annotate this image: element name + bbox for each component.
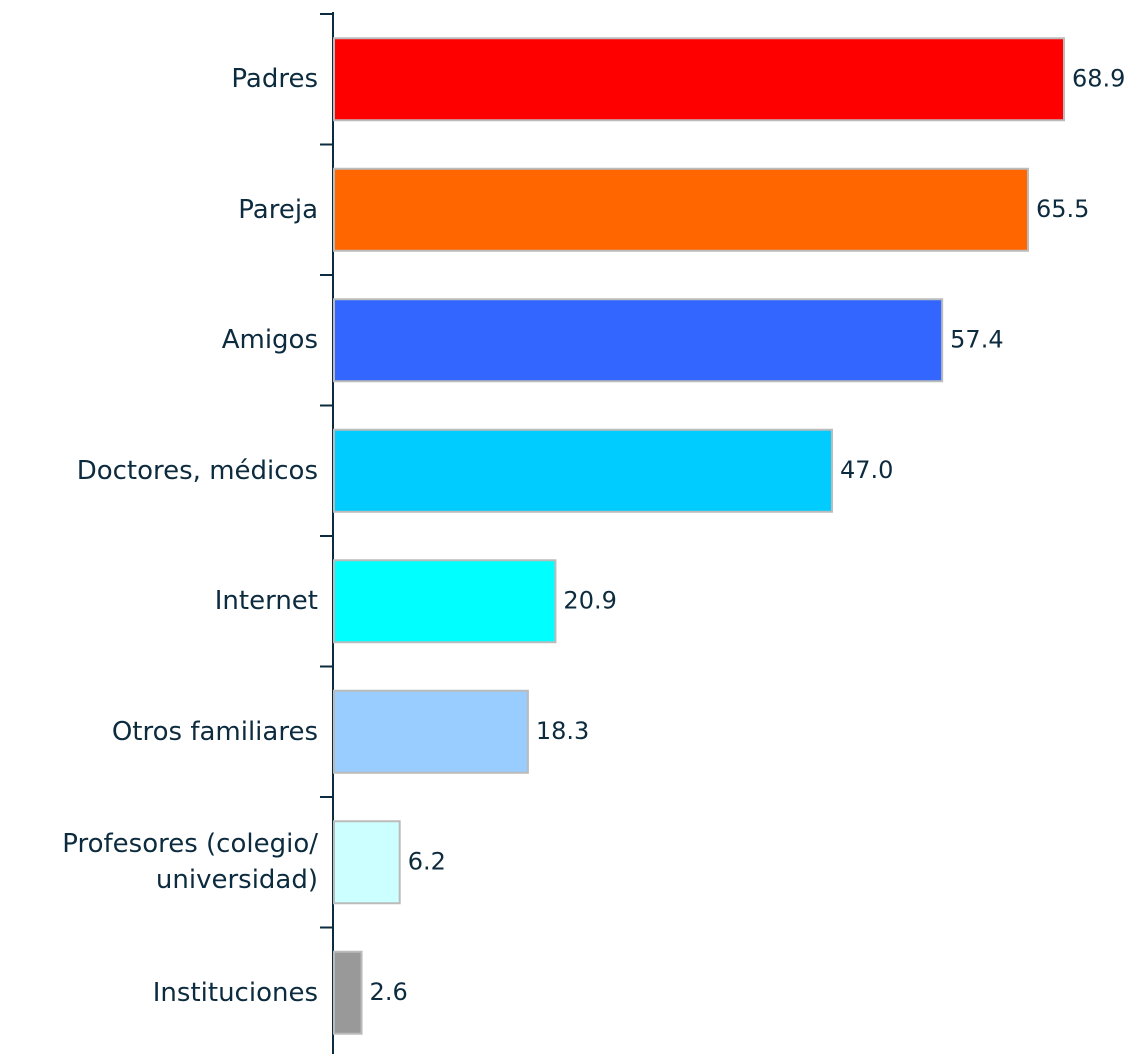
value-label: 18.3 bbox=[536, 717, 589, 745]
category-label-box: Pareja bbox=[0, 155, 318, 265]
bar bbox=[333, 689, 529, 774]
category-label-box: Amigos bbox=[0, 285, 318, 395]
category-label: Profesores (colegio/ universidad) bbox=[62, 829, 318, 896]
category-label-box: Instituciones bbox=[0, 938, 318, 1048]
value-label: 57.4 bbox=[950, 325, 1003, 353]
category-label-box: Padres bbox=[0, 24, 318, 134]
category-label: Padres bbox=[231, 64, 318, 95]
category-label: Otros familiares bbox=[111, 716, 318, 747]
value-label: 6.2 bbox=[408, 847, 446, 875]
category-label: Amigos bbox=[221, 325, 318, 356]
category-label: Instituciones bbox=[152, 977, 318, 1008]
bar bbox=[333, 950, 363, 1035]
category-label-box: Doctores, médicos bbox=[0, 416, 318, 526]
category-label-box: Profesores (colegio/ universidad) bbox=[0, 807, 318, 917]
value-label: 47.0 bbox=[840, 456, 893, 484]
bar bbox=[333, 559, 557, 644]
bar bbox=[333, 428, 833, 513]
bar bbox=[333, 167, 1029, 252]
category-label: Pareja bbox=[238, 194, 318, 225]
value-label: 65.5 bbox=[1036, 195, 1089, 223]
category-label-box: Otros familiares bbox=[0, 677, 318, 787]
value-label: 20.9 bbox=[563, 586, 616, 614]
bar bbox=[333, 37, 1065, 122]
bar bbox=[333, 820, 401, 905]
bar bbox=[333, 298, 944, 383]
category-label-box: Internet bbox=[0, 546, 318, 656]
category-label: Doctores, médicos bbox=[76, 455, 318, 486]
value-label: 68.9 bbox=[1072, 64, 1125, 92]
value-label: 2.6 bbox=[370, 978, 408, 1006]
category-label: Internet bbox=[214, 586, 318, 617]
